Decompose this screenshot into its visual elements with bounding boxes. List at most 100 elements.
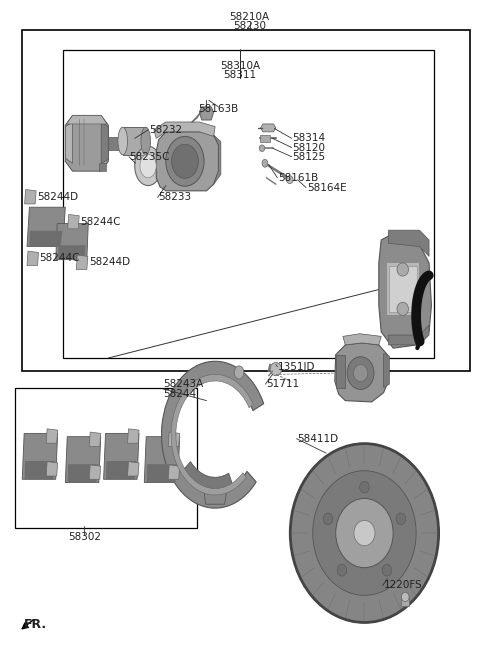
Ellipse shape — [171, 145, 198, 178]
Ellipse shape — [382, 564, 392, 576]
Polygon shape — [65, 116, 108, 171]
Ellipse shape — [313, 471, 416, 595]
Wedge shape — [171, 374, 253, 495]
Polygon shape — [343, 334, 381, 345]
Text: 58120: 58120 — [293, 143, 325, 152]
Polygon shape — [401, 597, 409, 606]
Text: 58244: 58244 — [163, 389, 196, 399]
Ellipse shape — [290, 443, 439, 622]
Ellipse shape — [118, 127, 128, 155]
Ellipse shape — [287, 175, 293, 183]
Ellipse shape — [347, 357, 374, 390]
Ellipse shape — [166, 137, 204, 186]
Text: FR.: FR. — [24, 618, 47, 631]
Polygon shape — [24, 189, 36, 204]
Text: 58232: 58232 — [149, 125, 182, 135]
Polygon shape — [336, 355, 345, 388]
Ellipse shape — [337, 564, 347, 576]
Text: 58302: 58302 — [68, 532, 101, 542]
Ellipse shape — [396, 513, 406, 525]
Polygon shape — [76, 255, 88, 269]
Polygon shape — [99, 164, 106, 171]
Polygon shape — [29, 231, 62, 246]
Ellipse shape — [354, 520, 375, 546]
Ellipse shape — [397, 302, 408, 315]
Text: 1220FS: 1220FS — [384, 581, 422, 591]
Polygon shape — [46, 462, 58, 476]
Text: 58311: 58311 — [223, 70, 257, 79]
Ellipse shape — [336, 499, 393, 568]
Polygon shape — [379, 233, 432, 348]
Bar — [15, 388, 197, 528]
Text: 58244D: 58244D — [89, 258, 130, 267]
Polygon shape — [168, 432, 180, 447]
Ellipse shape — [401, 593, 409, 602]
Text: 58235C: 58235C — [129, 152, 169, 162]
Bar — [123, 127, 146, 155]
Wedge shape — [184, 462, 232, 489]
Ellipse shape — [140, 154, 156, 177]
Polygon shape — [128, 429, 139, 443]
Ellipse shape — [141, 127, 151, 155]
Text: 58244C: 58244C — [39, 254, 80, 263]
Polygon shape — [156, 132, 218, 191]
Bar — [63, 50, 434, 358]
Ellipse shape — [270, 363, 282, 376]
Polygon shape — [204, 487, 227, 504]
Text: 58244D: 58244D — [37, 192, 79, 202]
Polygon shape — [106, 461, 136, 480]
Ellipse shape — [259, 145, 265, 152]
Polygon shape — [154, 122, 215, 139]
Polygon shape — [388, 230, 429, 256]
Polygon shape — [335, 343, 388, 402]
Polygon shape — [101, 123, 108, 164]
Text: 51711: 51711 — [266, 379, 300, 389]
Polygon shape — [58, 245, 85, 260]
Text: 58310A: 58310A — [220, 61, 260, 71]
Polygon shape — [214, 135, 221, 184]
Polygon shape — [89, 432, 101, 447]
Ellipse shape — [135, 147, 161, 185]
Polygon shape — [168, 465, 180, 480]
Text: 58164E: 58164E — [307, 183, 347, 193]
Polygon shape — [261, 124, 276, 132]
Ellipse shape — [323, 513, 333, 525]
Ellipse shape — [360, 482, 369, 493]
Polygon shape — [144, 437, 180, 483]
Text: 58163B: 58163B — [198, 104, 239, 114]
Ellipse shape — [353, 365, 368, 382]
Text: 58230: 58230 — [233, 20, 266, 31]
Polygon shape — [24, 461, 55, 480]
Polygon shape — [68, 214, 79, 229]
Ellipse shape — [262, 160, 268, 168]
Text: 58125: 58125 — [293, 152, 326, 162]
Polygon shape — [387, 263, 420, 315]
Text: 58210A: 58210A — [229, 12, 270, 22]
Polygon shape — [147, 464, 177, 483]
Polygon shape — [22, 434, 58, 480]
Text: 58411D: 58411D — [298, 434, 338, 443]
Bar — [260, 135, 270, 142]
Polygon shape — [46, 429, 58, 443]
Wedge shape — [161, 361, 264, 508]
Polygon shape — [56, 223, 88, 260]
Polygon shape — [384, 353, 389, 388]
Text: 58244C: 58244C — [80, 217, 120, 227]
Polygon shape — [67, 116, 107, 124]
Polygon shape — [128, 462, 139, 476]
Bar — [108, 137, 122, 150]
Polygon shape — [65, 437, 101, 483]
Text: 58243A: 58243A — [163, 379, 204, 389]
Polygon shape — [27, 251, 38, 265]
Polygon shape — [27, 207, 65, 246]
Polygon shape — [388, 325, 429, 345]
Polygon shape — [68, 464, 98, 483]
Bar — [22, 30, 470, 371]
Polygon shape — [89, 465, 101, 480]
Polygon shape — [199, 107, 214, 120]
Polygon shape — [389, 266, 417, 312]
Polygon shape — [65, 123, 72, 164]
Text: 58314: 58314 — [293, 133, 326, 143]
Ellipse shape — [234, 366, 244, 379]
Ellipse shape — [397, 263, 408, 276]
